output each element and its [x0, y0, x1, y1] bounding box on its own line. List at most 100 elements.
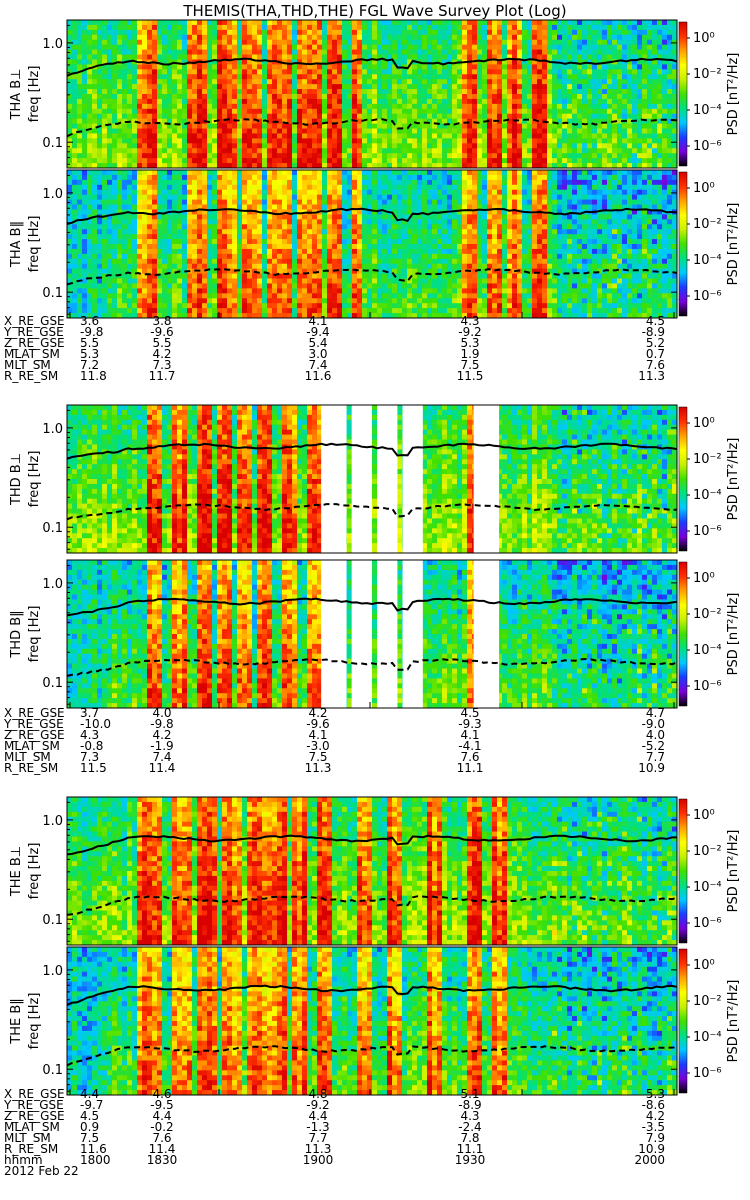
- ephemeris-value: 11.4: [149, 1142, 176, 1156]
- ephemeris-value: 0.9: [80, 1120, 99, 1134]
- y-tick-label: 1.0: [42, 37, 63, 52]
- colorbar-tick-label: 10⁻²: [693, 607, 722, 622]
- overlay-solid-line: [67, 442, 677, 460]
- overlay-dashed-line: [67, 118, 677, 138]
- time-axis: hhmm 1800 1830 1900 1930 2000 2012 Feb 22: [4, 1153, 665, 1178]
- ephemeris-value: 7.3: [152, 358, 171, 372]
- spectrogram-cells: [67, 797, 677, 945]
- ephemeris-row-label: R_RE_SM: [4, 1142, 58, 1156]
- ephemeris-value: 7.7: [646, 750, 665, 764]
- spectrogram-cells: [67, 20, 677, 168]
- ephemeris-value: 11.4: [149, 761, 176, 775]
- ephemeris-thd: X_RE_GSE 3.7 4.0 4.2 4.5 4.7 Y_RE_GSE -10.0 -9.8…: [3, 706, 665, 775]
- y-axis-label: freq [Hz]: [27, 66, 42, 123]
- ephemeris-value: 5.2: [646, 336, 665, 350]
- ephemeris-value: -4.1: [458, 739, 481, 753]
- ephemeris-row-label: MLAT_SM: [4, 739, 60, 753]
- data-gap: [377, 560, 398, 708]
- spectrogram-cells: [67, 560, 677, 708]
- data-gap: [321, 560, 347, 708]
- colorbar-tick-label: 10⁻⁴: [693, 643, 722, 658]
- ephemeris-value: -9.0: [642, 717, 665, 731]
- ephemeris-value: 3.8: [152, 314, 171, 328]
- colorbar-tick-label: 10⁻⁴: [693, 488, 722, 503]
- ephemeris-value: 1.9: [460, 347, 479, 361]
- date-label: 2012 Feb 22: [4, 1164, 79, 1178]
- ephemeris-value: 7.5: [80, 1131, 99, 1145]
- overlay-dashed-line: [67, 503, 677, 521]
- ephemeris-value: 4.2: [308, 706, 327, 720]
- ephemeris-value: 5.5: [80, 336, 99, 350]
- colorbar-tick-label: 10⁻⁴: [693, 103, 722, 118]
- ephemeris-value: 3.6: [80, 314, 99, 328]
- ephemeris-value: 4.1: [308, 728, 327, 742]
- ephemeris-value: 11.3: [638, 369, 665, 383]
- ephemeris-value: -9.3: [458, 717, 481, 731]
- colorbar-scale: [678, 798, 688, 944]
- colorbar: 10⁰ 10⁻² 10⁻⁴ 10⁻⁶ PSD [nT²/Hz]: [678, 948, 741, 1094]
- colorbar: 10⁰ 10⁻² 10⁻⁴ 10⁻⁶ PSD [nT²/Hz]: [678, 798, 741, 944]
- colorbar-tick-label: 10⁻²: [693, 994, 722, 1009]
- ephemeris-value: -9.8: [150, 717, 173, 731]
- ephemeris-value: -9.8: [80, 325, 103, 339]
- ephemeris-value: 4.5: [460, 706, 479, 720]
- y-axis-label: freq [Hz]: [27, 843, 42, 900]
- time-tick-label: 1800: [80, 1153, 111, 1167]
- colorbar-label: PSD [nT²/Hz]: [726, 593, 741, 676]
- ephemeris-the: X_RE_GSE 4.4 4.6 4.8 5.1 5.3 Y_RE_GSE -9.7 -9.5 -…: [3, 1087, 665, 1156]
- ephemeris-value: -8.6: [642, 1098, 665, 1112]
- ephemeris-value: -9.7: [80, 1098, 103, 1112]
- ephemeris-row-label: Z_RE_GSE: [4, 336, 65, 350]
- colorbar-tick-label: 10⁻²: [693, 844, 722, 859]
- colorbar-label: PSD [nT²/Hz]: [726, 980, 741, 1063]
- data-gap: [351, 405, 372, 553]
- colorbar: 10⁰ 10⁻² 10⁻⁴ 10⁻⁶ PSD [nT²/Hz]: [678, 171, 741, 317]
- ephemeris-value: 4.8: [308, 1087, 327, 1101]
- ephemeris-value: -9.2: [306, 1098, 329, 1112]
- ephemeris-value: 4.0: [152, 706, 171, 720]
- panel-frame: [66, 559, 678, 709]
- panel-label: THA B‖: [9, 221, 24, 268]
- colorbar-tick-label: 10⁻⁶: [693, 524, 722, 539]
- ephemeris-value: 4.2: [152, 347, 171, 361]
- data-gap: [473, 405, 500, 553]
- panel-frame: [66, 796, 678, 946]
- ephemeris-value: 7.6: [646, 358, 665, 372]
- ephemeris-value: -9.2: [458, 325, 481, 339]
- ephemeris-value: 4.7: [646, 706, 665, 720]
- data-gap: [402, 405, 423, 553]
- ephemeris-value: 7.7: [308, 1131, 327, 1145]
- ephemeris-value: 4.5: [80, 1109, 99, 1123]
- ephemeris-value: 11.7: [149, 369, 176, 383]
- overlay-dashed-line: [67, 268, 677, 286]
- colorbar-tick-label: 10⁰: [693, 571, 715, 586]
- ephemeris-value: 5.4: [308, 336, 327, 350]
- ephemeris-value: 4.4: [152, 1109, 171, 1123]
- overlay-solid-line: [67, 57, 677, 77]
- y-tick-label: 0.1: [42, 913, 63, 928]
- ephemeris-value: 7.9: [646, 1131, 665, 1145]
- colorbar-tick-label: 10⁰: [693, 958, 715, 973]
- ephemeris-value: 11.3: [305, 1142, 332, 1156]
- panel-label: THD B‖: [9, 610, 24, 658]
- ephemeris-value: -8.9: [458, 1098, 481, 1112]
- colorbar-tick-label: 10⁻⁶: [693, 139, 722, 154]
- colorbar: 10⁰ 10⁻² 10⁻⁴ 10⁻⁶ PSD [nT²/Hz]: [678, 561, 741, 707]
- ephemeris-value: 11.1: [457, 761, 484, 775]
- ephemeris-value: 11.8: [80, 369, 107, 383]
- ephemeris-value: 11.5: [80, 761, 107, 775]
- ephemeris-value: 7.5: [308, 750, 327, 764]
- ephemeris-value: 4.4: [80, 1087, 99, 1101]
- time-tick-label: 1900: [303, 1153, 334, 1167]
- colorbar-scale: [678, 171, 688, 317]
- ephemeris-value: 4.5: [646, 314, 665, 328]
- y-tick-label: 1.0: [42, 814, 63, 829]
- ephemeris-value: 4.3: [460, 314, 479, 328]
- overlay-dashed-line: [67, 895, 677, 916]
- colorbar-label: PSD [nT²/Hz]: [726, 203, 741, 286]
- colorbar-tick-label: 10⁻⁶: [693, 679, 722, 694]
